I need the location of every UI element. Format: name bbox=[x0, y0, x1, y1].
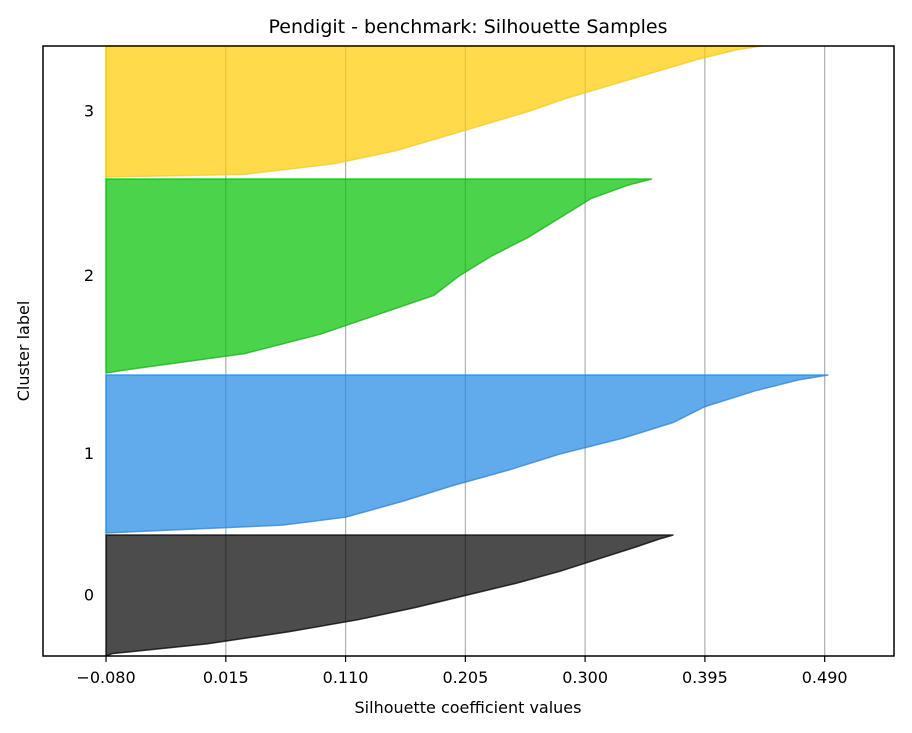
silhouette-area-cluster-2 bbox=[105, 178, 653, 374]
cluster-label-2: 2 bbox=[84, 266, 94, 285]
silhouette-area-cluster-0 bbox=[105, 534, 674, 657]
silhouette-area-cluster-3 bbox=[105, 45, 762, 178]
cluster-labels: 0 1 2 3 bbox=[84, 102, 94, 605]
x-tick-label: −0.080 bbox=[76, 668, 135, 687]
x-tick-label: 0.015 bbox=[203, 668, 249, 687]
x-tick-label: 0.205 bbox=[442, 668, 488, 687]
silhouette-area-cluster-1 bbox=[105, 374, 829, 534]
chart-title: Pendigit - benchmark: Silhouette Samples bbox=[268, 16, 667, 38]
x-axis-label: Silhouette coefficient values bbox=[355, 698, 582, 717]
y-axis-label: Cluster label bbox=[14, 301, 33, 402]
plot-frame bbox=[42, 45, 895, 657]
x-tick-label: 0.300 bbox=[562, 668, 608, 687]
cluster-label-3: 3 bbox=[84, 102, 94, 121]
silhouette-areas bbox=[105, 45, 829, 657]
x-tick-label: 0.490 bbox=[802, 668, 848, 687]
x-tick-label: 0.110 bbox=[323, 668, 369, 687]
x-axis-ticks: −0.080 0.015 0.110 0.205 0.300 0.395 0.490 bbox=[76, 656, 848, 687]
x-tick-label: 0.395 bbox=[682, 668, 728, 687]
cluster-label-0: 0 bbox=[84, 586, 94, 605]
cluster-label-1: 1 bbox=[84, 444, 94, 463]
